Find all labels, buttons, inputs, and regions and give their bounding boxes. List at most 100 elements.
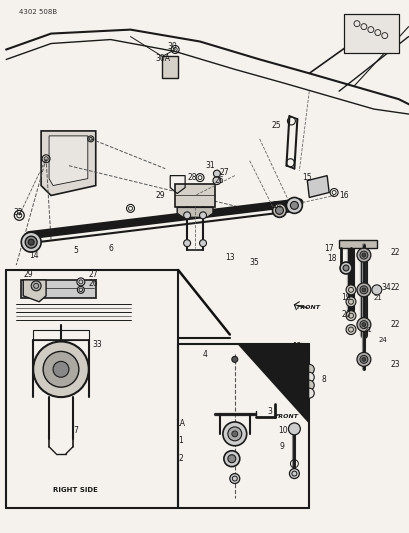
Circle shape xyxy=(274,365,284,374)
Circle shape xyxy=(183,240,190,247)
Circle shape xyxy=(183,212,190,219)
Circle shape xyxy=(231,431,237,437)
Text: 3: 3 xyxy=(266,363,271,372)
Bar xyxy=(343,14,398,53)
Circle shape xyxy=(231,357,237,362)
Text: 4302 508B: 4302 508B xyxy=(19,9,57,15)
Text: 20: 20 xyxy=(341,310,350,319)
Circle shape xyxy=(31,281,41,291)
Text: 18: 18 xyxy=(327,254,336,263)
Text: 22: 22 xyxy=(390,320,399,329)
Circle shape xyxy=(303,380,313,390)
Circle shape xyxy=(227,455,235,463)
Text: 14: 14 xyxy=(29,251,39,260)
Text: 26: 26 xyxy=(89,279,98,288)
Circle shape xyxy=(213,170,220,177)
Circle shape xyxy=(361,322,365,327)
Circle shape xyxy=(212,176,220,184)
Circle shape xyxy=(199,240,206,247)
Circle shape xyxy=(356,248,370,262)
Polygon shape xyxy=(23,280,46,302)
Text: 19: 19 xyxy=(341,293,350,302)
Text: 9: 9 xyxy=(279,442,284,451)
Circle shape xyxy=(33,342,89,397)
Text: FRONT: FRONT xyxy=(297,305,321,310)
Text: 6: 6 xyxy=(108,244,113,253)
Polygon shape xyxy=(177,207,212,217)
Text: 29: 29 xyxy=(23,270,33,279)
Text: 27: 27 xyxy=(89,270,98,279)
Circle shape xyxy=(222,422,246,446)
Text: 23: 23 xyxy=(390,360,399,369)
Circle shape xyxy=(359,321,367,328)
Circle shape xyxy=(76,278,85,286)
Circle shape xyxy=(303,365,313,374)
Text: 10: 10 xyxy=(277,426,287,435)
Text: 16: 16 xyxy=(338,191,348,200)
Circle shape xyxy=(290,201,298,209)
Circle shape xyxy=(345,325,355,335)
Text: 25: 25 xyxy=(271,122,281,131)
Text: 8: 8 xyxy=(320,375,325,384)
Circle shape xyxy=(359,356,367,364)
Text: 21: 21 xyxy=(373,295,382,301)
Circle shape xyxy=(359,251,367,259)
Bar xyxy=(21,280,96,298)
Polygon shape xyxy=(41,131,96,196)
Circle shape xyxy=(272,204,286,217)
Text: RIGHT SIDE: RIGHT SIDE xyxy=(53,488,98,494)
Text: 31: 31 xyxy=(205,161,214,170)
Circle shape xyxy=(359,286,367,294)
Text: 28: 28 xyxy=(187,173,196,182)
Bar xyxy=(162,56,178,78)
Circle shape xyxy=(356,352,370,366)
Circle shape xyxy=(356,283,370,297)
Text: 22: 22 xyxy=(390,284,399,293)
Text: 3: 3 xyxy=(267,407,272,416)
Text: 1: 1 xyxy=(178,437,183,445)
Text: 17: 17 xyxy=(324,244,333,253)
Circle shape xyxy=(53,361,69,377)
Text: 34: 34 xyxy=(380,284,390,293)
Circle shape xyxy=(43,351,79,387)
Circle shape xyxy=(339,262,351,274)
Circle shape xyxy=(361,253,365,257)
Text: 21: 21 xyxy=(363,327,372,333)
Polygon shape xyxy=(307,175,328,197)
Text: 4: 4 xyxy=(202,350,207,359)
Text: 30: 30 xyxy=(167,42,177,51)
Circle shape xyxy=(361,358,365,361)
Text: FRONT: FRONT xyxy=(274,415,298,419)
Circle shape xyxy=(356,318,370,332)
Text: 15: 15 xyxy=(302,173,312,182)
Circle shape xyxy=(289,469,299,479)
Text: 12: 12 xyxy=(291,342,301,351)
Bar xyxy=(175,183,214,207)
Circle shape xyxy=(21,232,41,252)
Polygon shape xyxy=(237,344,308,424)
Polygon shape xyxy=(338,240,376,248)
Text: 24: 24 xyxy=(378,336,387,343)
Circle shape xyxy=(303,372,313,382)
Circle shape xyxy=(199,212,206,219)
Circle shape xyxy=(361,288,365,292)
Polygon shape xyxy=(49,136,88,185)
Circle shape xyxy=(342,265,348,271)
Circle shape xyxy=(25,236,37,248)
Circle shape xyxy=(288,423,300,435)
Circle shape xyxy=(345,297,355,306)
Text: 35: 35 xyxy=(249,257,259,266)
Bar xyxy=(33,329,89,340)
Text: 32: 32 xyxy=(13,208,23,217)
Text: 22: 22 xyxy=(390,248,399,256)
Circle shape xyxy=(286,197,301,213)
Text: 14: 14 xyxy=(272,201,282,210)
Text: 2: 2 xyxy=(178,454,183,463)
Circle shape xyxy=(275,206,283,214)
Text: 33: 33 xyxy=(92,340,102,349)
Text: 7: 7 xyxy=(73,426,78,435)
Text: 13: 13 xyxy=(225,253,234,262)
Circle shape xyxy=(303,388,313,398)
Circle shape xyxy=(345,285,355,295)
Circle shape xyxy=(223,451,239,466)
